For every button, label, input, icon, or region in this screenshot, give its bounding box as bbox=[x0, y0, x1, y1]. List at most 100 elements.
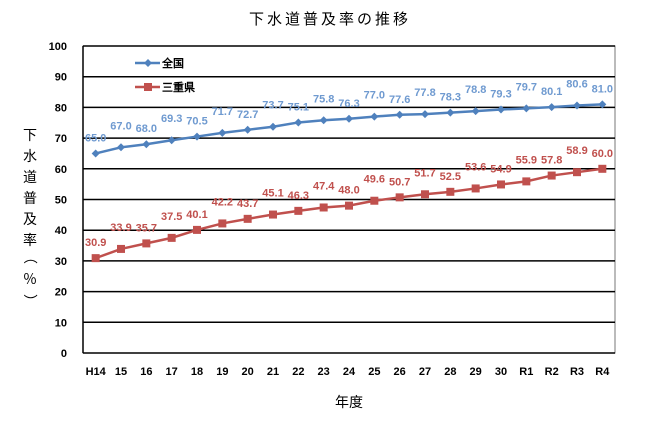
y-axis-label-char: 水 bbox=[23, 149, 37, 165]
data-point bbox=[421, 190, 429, 199]
data-label: 49.6 bbox=[364, 174, 385, 186]
data-label: 80.6 bbox=[566, 79, 587, 91]
data-point bbox=[345, 201, 353, 210]
data-label: 50.7 bbox=[389, 176, 410, 188]
data-label: 72.7 bbox=[237, 109, 258, 121]
data-label: 60.0 bbox=[592, 148, 613, 160]
x-tick-label: 23 bbox=[318, 366, 330, 378]
y-tick-label: 0 bbox=[61, 348, 67, 360]
data-point bbox=[421, 110, 429, 119]
data-point bbox=[193, 225, 201, 234]
data-point bbox=[243, 125, 252, 134]
legend-marker bbox=[144, 83, 152, 91]
y-axis-label-char: 普 bbox=[23, 191, 37, 207]
data-label: 51.7 bbox=[414, 167, 435, 179]
data-label: 67.0 bbox=[110, 120, 131, 132]
data-label: 65.0 bbox=[85, 132, 106, 144]
legend-label: 全国 bbox=[161, 56, 184, 70]
data-point bbox=[142, 239, 151, 248]
data-label: 69.3 bbox=[161, 113, 182, 125]
x-tick-label: 24 bbox=[343, 366, 356, 378]
y-tick-label: 90 bbox=[55, 72, 67, 84]
x-tick-label: 16 bbox=[140, 366, 152, 378]
data-label: 45.1 bbox=[262, 188, 283, 200]
x-tick-label: R3 bbox=[570, 366, 584, 378]
data-point bbox=[167, 233, 176, 242]
data-point bbox=[471, 107, 480, 116]
data-point bbox=[573, 101, 581, 110]
data-point bbox=[243, 214, 252, 223]
x-tick-label: 15 bbox=[115, 366, 127, 378]
y-tick-label: 60 bbox=[55, 164, 67, 176]
data-point bbox=[218, 128, 227, 137]
x-tick-label: R2 bbox=[545, 366, 559, 378]
y-tick-label: 50 bbox=[55, 195, 67, 207]
x-tick-label: 22 bbox=[292, 366, 304, 378]
data-point bbox=[598, 100, 607, 109]
x-tick-label: 30 bbox=[495, 366, 507, 378]
data-label: 81.0 bbox=[592, 83, 613, 95]
data-point bbox=[193, 132, 201, 141]
x-tick-label: 27 bbox=[419, 366, 431, 378]
data-point bbox=[269, 210, 277, 219]
y-tick-label: 20 bbox=[55, 287, 67, 299]
data-label: 52.5 bbox=[440, 171, 461, 183]
data-label: 73.7 bbox=[262, 100, 283, 112]
data-point bbox=[471, 184, 480, 193]
data-label: 75.1 bbox=[288, 101, 309, 113]
data-label: 70.5 bbox=[186, 116, 207, 128]
data-label: 79.3 bbox=[490, 89, 511, 101]
x-ticks: H14 15 16 17 18 19 20 21 22 23 24 25 26 27 28 29 30 R1 R2 R… bbox=[86, 366, 611, 378]
y-tick-label: 100 bbox=[49, 41, 67, 53]
data-label: 35.7 bbox=[136, 222, 157, 234]
x-tick-label: R1 bbox=[519, 366, 533, 378]
series-1: 30.9 33.9 35.7 37.5 40.1 42.2 43.7 45.1 46.3 47.4… bbox=[85, 145, 613, 263]
data-point bbox=[167, 136, 176, 145]
data-point bbox=[91, 254, 100, 263]
x-tick-label: 29 bbox=[470, 366, 482, 378]
data-label: 58.9 bbox=[566, 145, 587, 157]
data-point bbox=[370, 112, 379, 121]
data-point bbox=[294, 206, 303, 215]
series-layer: 65.0 67.0 68.0 69.3 70.5 71.7 72.7 73.7 75.1 75.8… bbox=[85, 79, 613, 263]
data-label: 57.8 bbox=[541, 155, 562, 167]
data-point bbox=[294, 118, 303, 127]
data-label: 43.7 bbox=[237, 198, 258, 210]
data-label: 40.1 bbox=[186, 209, 207, 221]
data-label: 47.4 bbox=[313, 180, 335, 192]
data-point bbox=[497, 105, 505, 114]
x-axis-label: 年度 bbox=[335, 395, 363, 411]
data-label: 78.3 bbox=[440, 92, 461, 104]
data-point bbox=[446, 187, 455, 196]
data-label: 48.0 bbox=[338, 185, 359, 197]
data-point bbox=[522, 104, 531, 113]
data-point bbox=[497, 180, 505, 189]
data-point bbox=[218, 219, 227, 228]
x-tick-label: 19 bbox=[216, 366, 228, 378]
data-label: 46.3 bbox=[288, 190, 309, 202]
data-label: 30.9 bbox=[85, 237, 106, 249]
y-axis-label: 下水道普及率（ ％ ） bbox=[21, 128, 37, 308]
data-label: 68.0 bbox=[136, 123, 157, 135]
chart-title: 下水道普及率の推移 bbox=[249, 10, 411, 28]
data-point bbox=[91, 149, 100, 158]
data-point bbox=[370, 196, 379, 205]
data-label: 76.3 bbox=[338, 98, 359, 110]
data-label: 37.5 bbox=[161, 211, 182, 223]
y-tick-label: 70 bbox=[55, 133, 67, 145]
data-point bbox=[269, 122, 277, 131]
data-label: 75.8 bbox=[313, 93, 334, 105]
legend-label: 三重県 bbox=[162, 80, 195, 94]
data-label: 77.0 bbox=[364, 90, 385, 102]
data-point bbox=[446, 108, 455, 117]
y-axis-label-char: 道 bbox=[23, 170, 37, 186]
data-point bbox=[319, 203, 328, 212]
x-tick-label: 17 bbox=[166, 366, 178, 378]
data-point bbox=[573, 168, 581, 177]
data-label: 71.7 bbox=[212, 106, 233, 118]
data-point bbox=[547, 171, 556, 180]
data-point bbox=[319, 116, 328, 125]
data-label: 53.6 bbox=[465, 161, 486, 173]
